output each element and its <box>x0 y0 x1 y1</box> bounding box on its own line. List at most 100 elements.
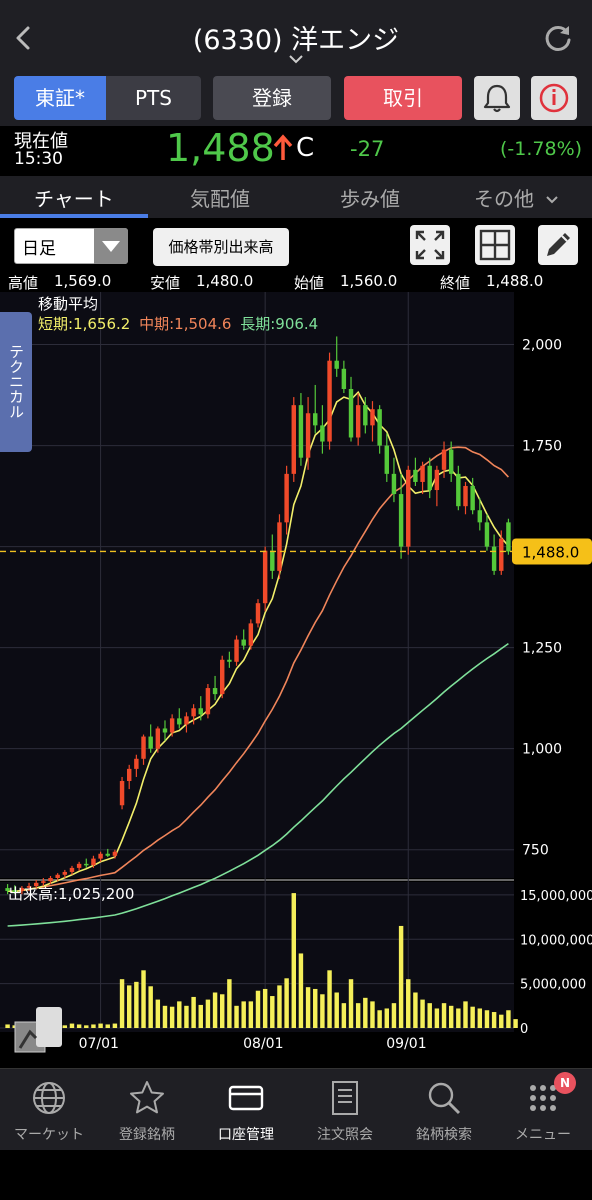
candle-body <box>134 758 139 769</box>
fullscreen-button[interactable] <box>410 225 450 265</box>
candle-body <box>155 728 161 749</box>
tab-other[interactable]: その他 <box>474 183 560 212</box>
volume-bar <box>441 1003 447 1028</box>
close-label: 終値 <box>440 274 471 292</box>
globe-icon <box>33 1082 65 1114</box>
candle-body <box>427 465 432 491</box>
volume-bar <box>220 994 225 1028</box>
volume-bar <box>5 1024 10 1028</box>
candle-body <box>69 867 75 872</box>
volume-bar <box>355 1003 361 1028</box>
caret-down-icon[interactable] <box>94 228 128 264</box>
volume-bar <box>320 994 325 1028</box>
technical-panel-tab[interactable] <box>0 312 32 452</box>
info-button[interactable] <box>531 76 577 120</box>
candle-body <box>84 863 89 866</box>
tosho-market-button[interactable]: 東証* <box>14 76 106 120</box>
moving-average-title: 移動平均 <box>38 295 99 313</box>
volume-bar <box>284 978 289 1028</box>
expand-icon <box>415 230 445 260</box>
nav-orders[interactable]: 注文照会 <box>296 1068 394 1150</box>
tab-time-and-sales[interactable]: 歩み値 <box>340 187 400 211</box>
candle-body <box>234 639 239 662</box>
candle-body <box>448 449 454 474</box>
price-flag: C <box>296 133 315 163</box>
page-title[interactable]: (6330) 洋エンジ <box>192 25 400 56</box>
nav-watchlist[interactable]: 登録銘柄 <box>98 1068 196 1150</box>
volume-bar <box>377 1010 382 1028</box>
candle-body <box>363 405 368 426</box>
alert-button[interactable] <box>474 76 520 120</box>
volume-bar <box>420 999 425 1028</box>
volume-tick-label: 5,000,000 <box>520 978 586 993</box>
candle-body <box>241 639 246 646</box>
price-change: -27 <box>350 137 385 161</box>
candle-body <box>420 465 425 482</box>
tab-chart[interactable]: チャート <box>34 187 114 211</box>
volume-bar <box>227 979 232 1028</box>
register-button[interactable]: 登録 <box>213 76 331 120</box>
layout-button[interactable] <box>475 225 515 265</box>
candle-body <box>499 538 504 571</box>
volume-by-price-button[interactable]: 価格帯別出来高 <box>153 228 289 266</box>
candle-body <box>48 878 53 882</box>
tab-quotes[interactable]: 気配値 <box>190 187 250 211</box>
candle-body <box>55 874 60 878</box>
star-icon <box>130 1081 164 1114</box>
refresh-icon <box>545 25 571 51</box>
chevron-down-icon[interactable] <box>283 52 309 66</box>
ma-short-line <box>7 390 510 893</box>
nav-account[interactable]: 口座管理 <box>197 1068 295 1150</box>
refresh-button[interactable] <box>542 22 574 54</box>
high-label: 高値 <box>8 274 39 292</box>
trade-button[interactable]: 取引 <box>344 76 462 120</box>
candle-body <box>398 494 404 547</box>
volume-bar <box>327 970 332 1028</box>
ma-long-label: 長期: <box>240 315 276 333</box>
nav-menu[interactable]: メニュー <box>494 1068 592 1150</box>
candle-body <box>126 768 132 782</box>
volume-bar <box>463 1001 468 1028</box>
candle-body <box>262 550 268 604</box>
volume-bar <box>499 1014 504 1028</box>
price-row <box>0 126 592 176</box>
pinch-zoom-icon <box>14 1007 62 1053</box>
volume-bar <box>162 1005 168 1028</box>
grid-icon <box>479 229 511 261</box>
volume-bar <box>177 1001 182 1028</box>
nav-orders-label: 注文照会 <box>317 1127 373 1143</box>
price-tick-label: 1,250 <box>522 641 562 657</box>
volume-bar <box>427 1003 432 1028</box>
price-tick-label: 1,000 <box>522 742 562 758</box>
active-tab-indicator <box>0 214 148 218</box>
current-price-badge <box>512 538 592 565</box>
draw-button[interactable] <box>538 225 578 265</box>
tab-other-label: その他 <box>474 187 534 211</box>
ma-short-value: 1,656.2 <box>73 315 131 333</box>
back-button[interactable] <box>10 22 38 54</box>
zoom-toggle-button[interactable] <box>14 1006 64 1054</box>
volume-bar <box>384 1008 390 1028</box>
volume-bar <box>406 979 411 1028</box>
chevron-left-icon <box>16 26 30 50</box>
open-value: 1,560.0 <box>340 272 398 290</box>
volume-bar <box>84 1025 89 1028</box>
nav-market[interactable]: マーケット <box>0 1068 98 1150</box>
current-price-value: 1,488.0 <box>522 543 579 561</box>
nav-search[interactable]: 銘柄検索 <box>395 1068 493 1150</box>
candle-body <box>198 708 203 715</box>
volume-bar <box>477 1008 483 1028</box>
volume-bar <box>98 1023 103 1028</box>
price-tick-label: 2,000 <box>522 338 562 354</box>
candle-body <box>148 736 153 749</box>
nav-account-label: 口座管理 <box>218 1127 274 1143</box>
volume-bar <box>491 1012 497 1028</box>
volume-bar <box>348 979 354 1028</box>
volume-bar <box>248 1001 254 1028</box>
pts-market-button[interactable]: PTS <box>106 76 201 120</box>
price-chart[interactable]: 2,0001,7501,5001,2501,00075015,000,00010… <box>0 292 592 1060</box>
candle-body <box>26 886 32 888</box>
volume-bar <box>141 970 146 1028</box>
volume-bar <box>448 1005 454 1028</box>
pencil-icon <box>547 233 570 256</box>
